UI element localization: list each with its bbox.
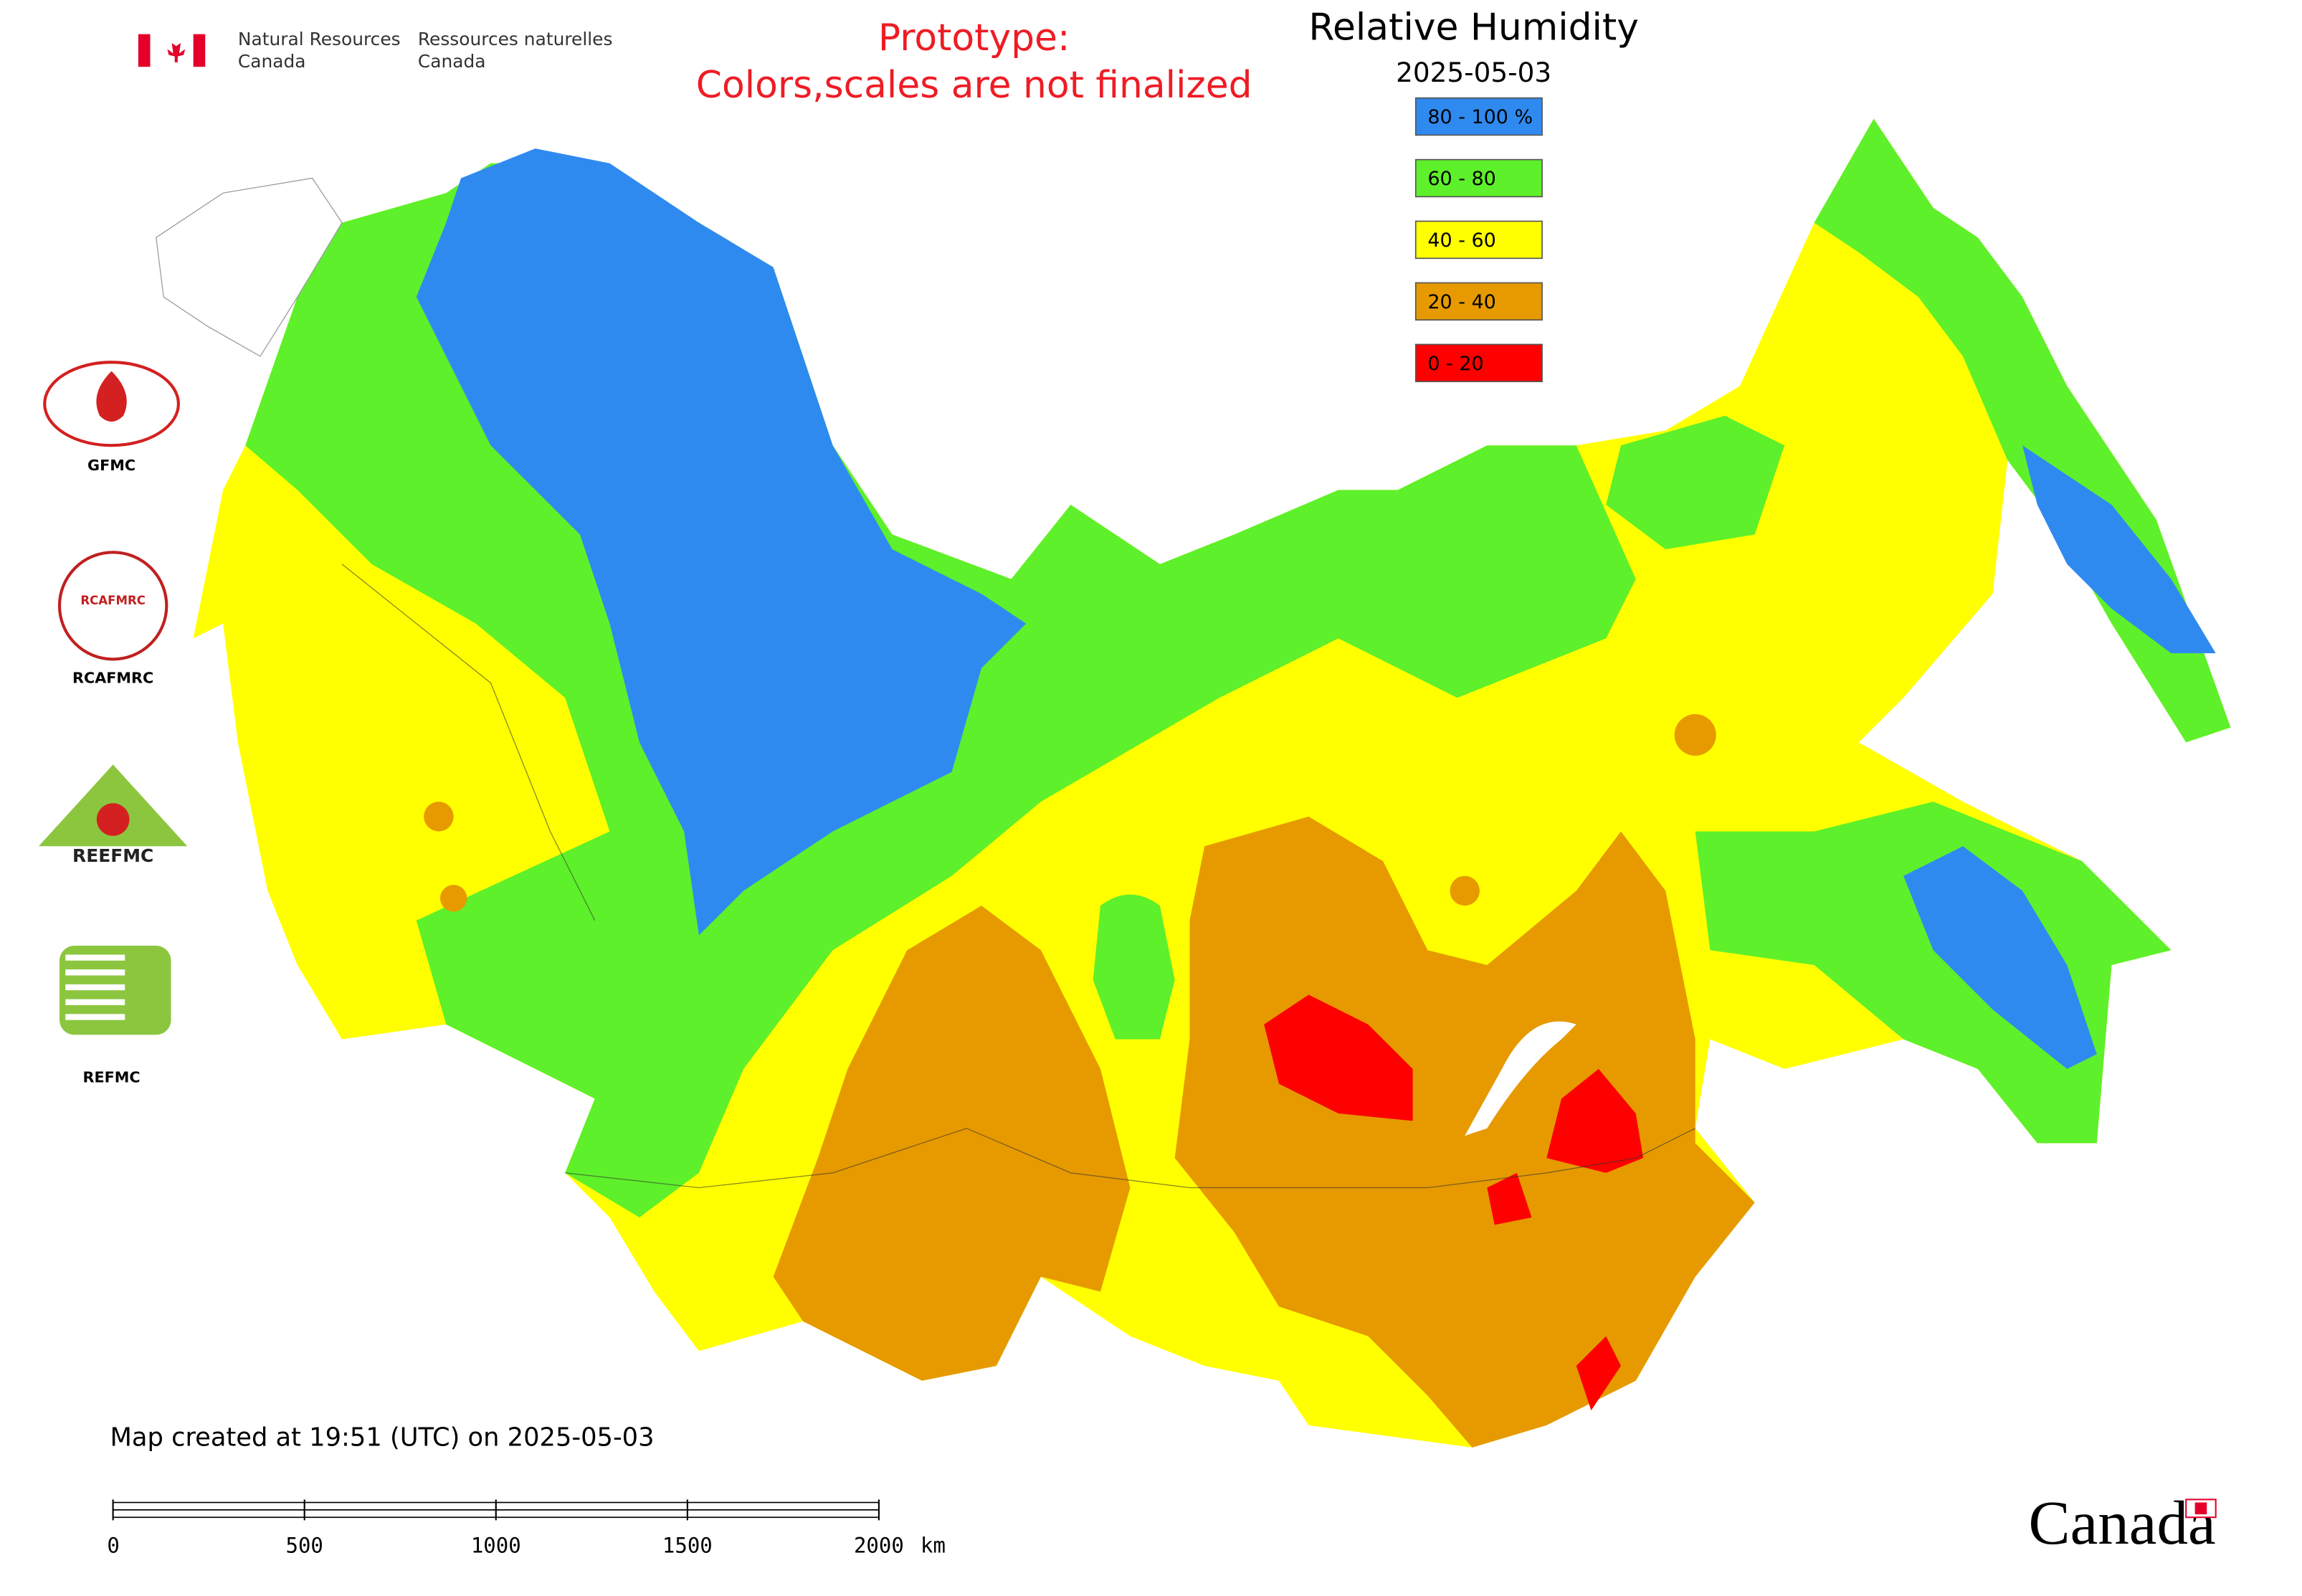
logo-label: REEFMC: [72, 845, 153, 866]
scale-segment: [112, 1501, 305, 1511]
scale-bar: 0 500 1000 1500 2000 km: [107, 1499, 946, 1558]
logo-gfmc: [96, 371, 127, 422]
map-region: [1487, 1172, 1532, 1225]
legend-title: Relative Humidity: [1308, 6, 1639, 49]
agency-name: Canada: [418, 51, 486, 72]
map-region: [773, 906, 1131, 1381]
map-region: [1606, 415, 1785, 550]
map-region: [439, 885, 467, 912]
legend-swatch: [1414, 97, 1543, 136]
legend-swatch: [1414, 282, 1543, 321]
map-region: [1093, 894, 1175, 1040]
legend: 80 - 100 % 60 - 80 40 - 60 20 - 40 0 - 20: [1414, 97, 1543, 382]
legend-swatch: [1414, 343, 1543, 382]
map-region: [1576, 1336, 1621, 1411]
map-region: [1546, 1068, 1644, 1173]
scale-segment: [303, 1509, 497, 1519]
logo-label: REFMC: [82, 1068, 140, 1086]
created-note: Map created at 19:51 (UTC) on 2025-05-03: [110, 1423, 654, 1453]
flag-bar: [193, 34, 206, 67]
map-region: [1674, 714, 1716, 756]
partner-logos: GFMC RCAFMRC RCAFMRC REEFMC REFMC: [38, 361, 188, 1086]
map-region: [2022, 445, 2216, 654]
legend-swatch: [1414, 220, 1543, 260]
scale-segment: [687, 1509, 880, 1519]
logo-label: RCAFMRC: [72, 669, 153, 686]
flag-bar: [138, 34, 151, 67]
scale-unit: km: [921, 1534, 946, 1558]
scale-segment: [112, 1509, 305, 1519]
map-region: [1450, 875, 1480, 906]
legend-swatch: [1414, 158, 1543, 198]
logo-refmc: [65, 954, 125, 1020]
logo-text: RCAFMRC: [80, 594, 146, 607]
logo-label: GFMC: [87, 457, 135, 474]
logo-rcafmrc: [57, 551, 168, 661]
canada-wordmark: Canada: [2028, 1488, 2215, 1557]
map-region: [416, 148, 1027, 936]
lake: [1465, 1021, 1576, 1136]
logo-gfmc: [43, 361, 180, 447]
scale-tick-label: 1500: [662, 1534, 713, 1558]
map-region: [1903, 846, 2097, 1069]
scale-tick-label: 2000: [854, 1534, 904, 1558]
country-border: [565, 1128, 1695, 1189]
agency-name: Canada: [238, 51, 306, 72]
legend-label: 0 - 20: [1427, 353, 1483, 375]
map-region: [1264, 994, 1413, 1121]
scale-tick-label: 0: [107, 1534, 119, 1558]
flag-leaf: [167, 37, 186, 62]
scale-segment: [495, 1501, 688, 1511]
map-region: [424, 802, 454, 832]
map-region: [1695, 802, 2172, 1144]
wordmark-flag: [2194, 1502, 2207, 1515]
legend-label: 60 - 80: [1427, 168, 1495, 190]
logo-reefmc: [96, 803, 130, 836]
land-outline: [156, 177, 343, 357]
map: [156, 118, 2231, 1448]
notice: Prototype:: [878, 16, 1070, 60]
legend-label: 20 - 40: [1427, 291, 1495, 313]
scale-tick-label: 1000: [471, 1534, 521, 1558]
legend-label: 40 - 60: [1427, 229, 1495, 252]
map-region: [1174, 816, 1755, 1448]
agency-name: Natural Resources: [238, 29, 401, 49]
country-border: [341, 564, 596, 921]
legend-label: 80 - 100 %: [1427, 106, 1533, 128]
scale-tick-label: 500: [285, 1534, 323, 1558]
scale-segment: [495, 1509, 688, 1519]
scale-segment: [303, 1501, 497, 1511]
scale-segment: [687, 1501, 880, 1511]
notice: Colors,scales are not finalized: [696, 64, 1252, 107]
agency-name: Ressources naturelles: [418, 29, 613, 49]
legend-date: 2025-05-03: [1396, 57, 1551, 88]
gov-header: Natural Resources Canada Ressources natu…: [138, 29, 613, 72]
